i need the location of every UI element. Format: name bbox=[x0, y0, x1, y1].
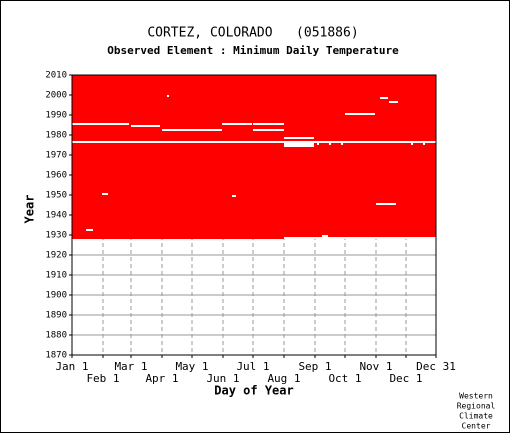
x-axis-label: Day of Year bbox=[214, 384, 293, 398]
missing-data bbox=[162, 129, 222, 131]
x-tick-label: Jun 1 bbox=[206, 372, 239, 385]
plot-border bbox=[71, 74, 437, 356]
missing-data bbox=[72, 123, 129, 125]
x-tick-label: Jul 1 bbox=[236, 360, 269, 373]
missing-data bbox=[341, 143, 343, 145]
y-tick-label: 1970 bbox=[45, 151, 67, 161]
missing-data bbox=[329, 143, 331, 145]
missing-data bbox=[423, 143, 425, 145]
y-tick-label: 1950 bbox=[45, 191, 67, 201]
missing-data bbox=[284, 143, 314, 145]
y-axis-label: Year bbox=[23, 195, 37, 224]
missing-data bbox=[389, 101, 398, 103]
missing-data bbox=[86, 229, 93, 231]
x-tick-label: Dec 31 bbox=[416, 360, 456, 373]
x-tick-label: Jan 1 bbox=[55, 360, 88, 373]
y-tick-label: 1990 bbox=[45, 111, 67, 121]
y-tick-label: 1890 bbox=[45, 311, 67, 321]
x-tick-label: Apr 1 bbox=[145, 372, 178, 385]
credit: Climate bbox=[459, 412, 493, 421]
missing-data bbox=[253, 123, 284, 125]
missing-data bbox=[284, 137, 314, 139]
y-tick-label: 1910 bbox=[45, 271, 67, 281]
y-tick-label: 1920 bbox=[45, 251, 67, 261]
y-tick-label: 1960 bbox=[45, 171, 67, 181]
missing-data bbox=[102, 193, 108, 195]
missing-data bbox=[322, 235, 328, 237]
x-tick-label: Aug 1 bbox=[267, 372, 300, 385]
y-tick-label: 1940 bbox=[45, 211, 67, 221]
missing-data bbox=[222, 123, 252, 125]
missing-data bbox=[317, 143, 319, 145]
missing-data bbox=[167, 95, 169, 97]
missing-data bbox=[232, 195, 236, 197]
y-tick-label: 1980 bbox=[45, 131, 67, 141]
missing-data bbox=[411, 143, 413, 145]
x-tick-label: Mar 1 bbox=[114, 360, 147, 373]
y-tick-label: 2000 bbox=[45, 91, 67, 101]
missing-data bbox=[284, 145, 314, 147]
missing-data bbox=[376, 203, 396, 205]
missing-data bbox=[380, 97, 388, 99]
y-tick-label: 2010 bbox=[45, 71, 67, 81]
missing-data bbox=[72, 141, 436, 143]
x-tick-label: Oct 1 bbox=[328, 372, 361, 385]
data-coverage bbox=[72, 75, 436, 239]
missing-data bbox=[131, 125, 160, 127]
credit: Western bbox=[459, 392, 493, 401]
x-tick-label: Nov 1 bbox=[359, 360, 392, 373]
x-tick-label: Dec 1 bbox=[389, 372, 422, 385]
x-tick-label: May 1 bbox=[175, 360, 208, 373]
credit: Regional bbox=[457, 402, 496, 411]
y-tick-label: 1900 bbox=[45, 291, 67, 301]
x-tick-label: Sep 1 bbox=[298, 360, 331, 373]
y-tick-label: 1930 bbox=[45, 231, 67, 241]
missing-data bbox=[253, 129, 284, 131]
y-tick-label: 1870 bbox=[45, 351, 67, 361]
chart-subtitle: Observed Element : Minimum Daily Tempera… bbox=[107, 44, 399, 57]
credit: Center bbox=[462, 422, 491, 431]
missing-data bbox=[284, 237, 436, 239]
x-tick-label: Feb 1 bbox=[86, 372, 119, 385]
chart-title: CORTEZ, COLORADO (051886) bbox=[147, 26, 358, 41]
y-tick-label: 1880 bbox=[45, 331, 67, 341]
missing-data bbox=[345, 113, 375, 115]
